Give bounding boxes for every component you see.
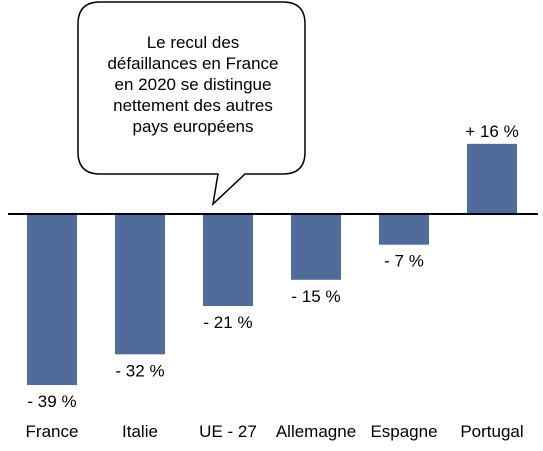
value-labels-group: - 39 % - 32 % - 21 % - 15 % - 7 % + 16 % xyxy=(27,122,518,411)
value-label: - 15 % xyxy=(291,287,340,306)
bar-italie xyxy=(115,214,165,355)
category-label: Italie xyxy=(122,422,158,441)
category-label: Allemagne xyxy=(276,422,356,441)
category-labels-group: France Italie UE - 27 Allemagne Espagne Portu… xyxy=(26,422,524,441)
bars-group xyxy=(27,143,517,385)
value-label: - 7 % xyxy=(384,252,424,271)
category-label: Espagne xyxy=(370,422,437,441)
callout-line-4: nettement des autres xyxy=(113,96,273,115)
bar-allemagne xyxy=(291,214,341,280)
callout-line-2: défaillances en France xyxy=(107,54,278,73)
value-label: - 39 % xyxy=(27,392,76,411)
category-label: Portugal xyxy=(460,422,523,441)
value-label: + 16 % xyxy=(465,122,518,141)
category-label: UE - 27 xyxy=(199,422,257,441)
callout-line-1: Le recul des xyxy=(147,33,240,52)
bar-portugal xyxy=(467,143,517,214)
callout-line-5: pays européens xyxy=(133,117,254,136)
value-label: - 21 % xyxy=(203,313,252,332)
category-label: France xyxy=(26,422,79,441)
bar-espagne xyxy=(379,214,429,245)
value-label: - 32 % xyxy=(115,361,164,380)
callout-line-3: en 2020 se distingue xyxy=(115,75,272,94)
annotation-callout: Le recul des défaillances en France en 2… xyxy=(77,1,306,207)
bar-ue-27 xyxy=(203,214,253,307)
bar-france xyxy=(27,214,77,385)
callout-bubble xyxy=(77,1,306,207)
